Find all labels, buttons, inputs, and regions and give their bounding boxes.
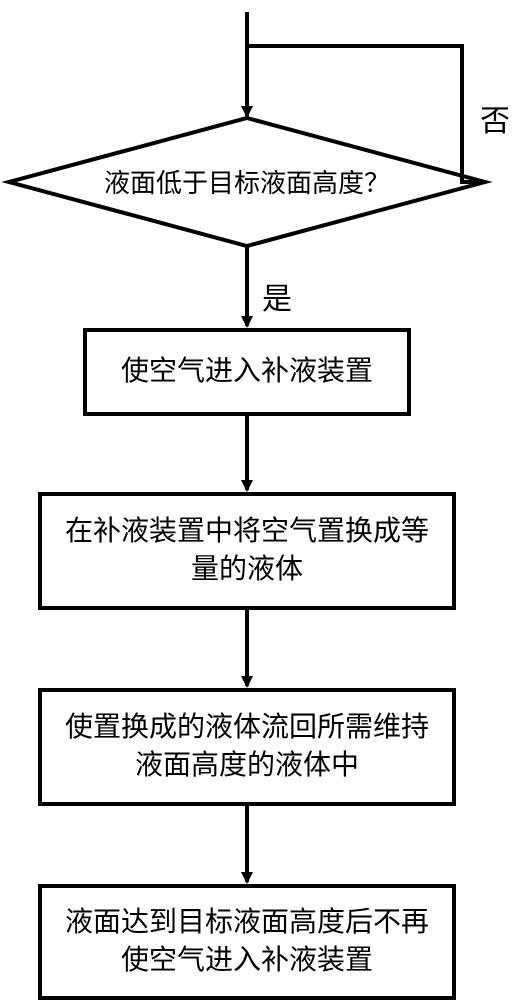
decision-label: 液面低于目标液面高度？ — [104, 169, 390, 198]
step4-box: 液面达到目标液面高度后不再使空气进入补液装置 — [38, 884, 456, 1000]
label-no: 否 — [480, 96, 510, 140]
step3-box: 使置换成的液体流回所需维持液面高度的液体中 — [38, 688, 456, 806]
step2-label: 在补液装置中将空气置换成等量的液体 — [52, 513, 442, 589]
step4-label: 液面达到目标液面高度后不再使空气进入补液装置 — [52, 904, 442, 980]
step3-label: 使置换成的液体流回所需维持液面高度的液体中 — [52, 709, 442, 785]
decision-node — [9, 118, 485, 246]
step1-label: 使空气进入补液装置 — [121, 353, 373, 391]
edge-no-loop — [247, 46, 485, 182]
step1-box: 使空气进入补液装置 — [83, 328, 411, 416]
step2-box: 在补液装置中将空气置换成等量的液体 — [38, 492, 456, 610]
label-yes: 是 — [262, 274, 292, 318]
